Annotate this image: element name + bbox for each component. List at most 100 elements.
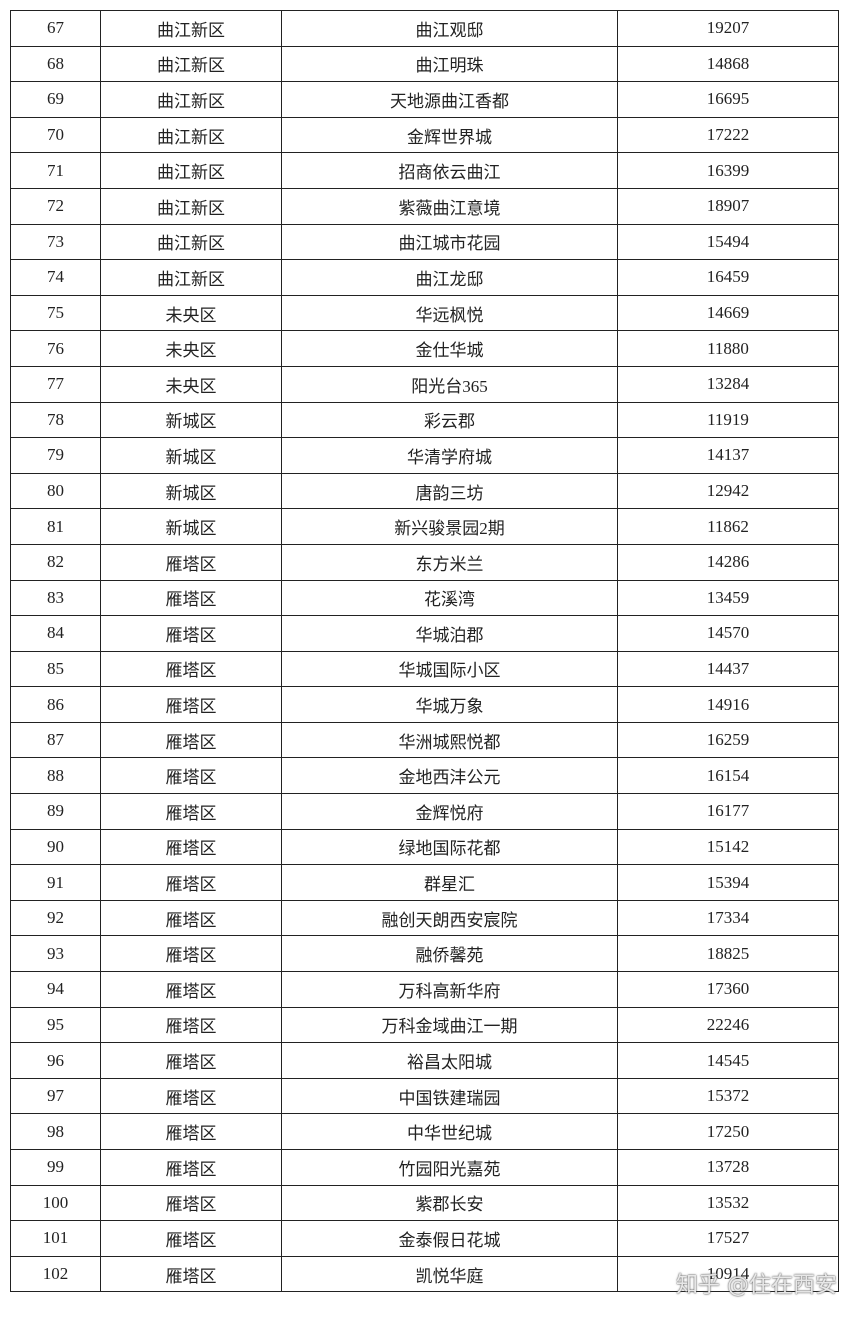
- price: 14437: [617, 650, 839, 688]
- row-number: 81: [10, 508, 101, 545]
- project-name: 华洲城熙悦都: [281, 721, 618, 759]
- project-name: 金辉世界城: [281, 116, 618, 154]
- row-number: 82: [10, 543, 101, 581]
- row-number: 80: [10, 472, 101, 510]
- table-row: 80 新城区 唐韵三坊 12942: [10, 472, 839, 510]
- district: 雁塔区: [100, 543, 282, 581]
- district: 曲江新区: [100, 116, 282, 154]
- row-number: 69: [10, 81, 101, 118]
- row-number: 98: [10, 1113, 101, 1150]
- district: 雁塔区: [100, 686, 282, 723]
- project-name: 万科高新华府: [281, 971, 618, 1008]
- district: 曲江新区: [100, 81, 282, 118]
- table-row: 74 曲江新区 曲江龙邸 16459: [10, 259, 839, 296]
- price: 15394: [617, 864, 839, 901]
- project-name: 金地西沣公元: [281, 757, 618, 795]
- price: 17222: [617, 116, 839, 154]
- row-number: 89: [10, 793, 101, 830]
- row-number: 74: [10, 259, 101, 296]
- table-row: 100 雁塔区 紫郡长安 13532: [10, 1184, 839, 1222]
- row-number: 68: [10, 45, 101, 83]
- district: 曲江新区: [100, 152, 282, 189]
- price: 15372: [617, 1077, 839, 1115]
- project-name: 新兴骏景园2期: [281, 508, 618, 545]
- district: 曲江新区: [100, 10, 282, 47]
- row-number: 83: [10, 579, 101, 617]
- table-row: 85 雁塔区 华城国际小区 14437: [10, 650, 839, 688]
- project-name: 融创天朗西安宸院: [281, 899, 618, 937]
- row-number: 85: [10, 650, 101, 688]
- district: 新城区: [100, 437, 282, 474]
- table-row: 81 新城区 新兴骏景园2期 11862: [10, 508, 839, 545]
- project-name: 东方米兰: [281, 543, 618, 581]
- table-row: 90 雁塔区 绿地国际花都 15142: [10, 828, 839, 866]
- price: 13284: [617, 365, 839, 403]
- price: 18907: [617, 187, 839, 225]
- district: 雁塔区: [100, 721, 282, 759]
- table-row: 97 雁塔区 中国铁建瑞园 15372: [10, 1077, 839, 1115]
- project-name: 华城国际小区: [281, 650, 618, 688]
- district: 雁塔区: [100, 899, 282, 937]
- district: 雁塔区: [100, 650, 282, 688]
- price: 17360: [617, 971, 839, 1008]
- row-number: 92: [10, 899, 101, 937]
- price: 19207: [617, 10, 839, 47]
- table-row: 70 曲江新区 金辉世界城 17222: [10, 116, 839, 154]
- project-name: 万科金域曲江一期: [281, 1006, 618, 1044]
- district: 雁塔区: [100, 971, 282, 1008]
- row-number: 101: [10, 1220, 101, 1257]
- project-name: 唐韵三坊: [281, 472, 618, 510]
- district: 雁塔区: [100, 1220, 282, 1257]
- project-name: 裕昌太阳城: [281, 1042, 618, 1079]
- row-number: 67: [10, 10, 101, 47]
- district: 雁塔区: [100, 1149, 282, 1186]
- table-row: 82 雁塔区 东方米兰 14286: [10, 543, 839, 581]
- table-row: 78 新城区 彩云郡 11919: [10, 401, 839, 439]
- table-row: 69 曲江新区 天地源曲江香都 16695: [10, 81, 839, 118]
- table-row: 99 雁塔区 竹园阳光嘉苑 13728: [10, 1149, 839, 1186]
- table-row: 77 未央区 阳光台365 13284: [10, 365, 839, 403]
- table-row: 93 雁塔区 融侨馨苑 18825: [10, 935, 839, 973]
- table-row: 75 未央区 华远枫悦 14669: [10, 294, 839, 332]
- table-row: 94 雁塔区 万科高新华府 17360: [10, 971, 839, 1008]
- price: 16259: [617, 721, 839, 759]
- district: 雁塔区: [100, 935, 282, 973]
- row-number: 94: [10, 971, 101, 1008]
- table-row: 84 雁塔区 华城泊郡 14570: [10, 615, 839, 652]
- project-name: 绿地国际花都: [281, 828, 618, 866]
- district: 新城区: [100, 508, 282, 545]
- row-number: 95: [10, 1006, 101, 1044]
- row-number: 78: [10, 401, 101, 439]
- project-name: 竹园阳光嘉苑: [281, 1149, 618, 1186]
- district: 未央区: [100, 365, 282, 403]
- table-row: 98 雁塔区 中华世纪城 17250: [10, 1113, 839, 1150]
- table-row: 72 曲江新区 紫薇曲江意境 18907: [10, 187, 839, 225]
- price: 18825: [617, 935, 839, 973]
- project-name: 群星汇: [281, 864, 618, 901]
- price: 15494: [617, 223, 839, 261]
- row-number: 102: [10, 1255, 101, 1293]
- price: 14916: [617, 686, 839, 723]
- project-name: 曲江观邸: [281, 10, 618, 47]
- table-row: 91 雁塔区 群星汇 15394: [10, 864, 839, 901]
- table-row: 68 曲江新区 曲江明珠 14868: [10, 45, 839, 83]
- price: 14570: [617, 615, 839, 652]
- district: 雁塔区: [100, 1255, 282, 1293]
- price: 11919: [617, 401, 839, 439]
- project-name: 华城泊郡: [281, 615, 618, 652]
- project-name: 花溪湾: [281, 579, 618, 617]
- project-name: 紫郡长安: [281, 1184, 618, 1222]
- project-name: 金泰假日花城: [281, 1220, 618, 1257]
- price: 16695: [617, 81, 839, 118]
- project-name: 天地源曲江香都: [281, 81, 618, 118]
- table-row: 101 雁塔区 金泰假日花城 17527: [10, 1220, 839, 1257]
- project-name: 彩云郡: [281, 401, 618, 439]
- row-number: 70: [10, 116, 101, 154]
- row-number: 90: [10, 828, 101, 866]
- row-number: 73: [10, 223, 101, 261]
- table-row: 92 雁塔区 融创天朗西安宸院 17334: [10, 899, 839, 937]
- project-name: 金辉悦府: [281, 793, 618, 830]
- price: 17527: [617, 1220, 839, 1257]
- price: 11862: [617, 508, 839, 545]
- price: 17250: [617, 1113, 839, 1150]
